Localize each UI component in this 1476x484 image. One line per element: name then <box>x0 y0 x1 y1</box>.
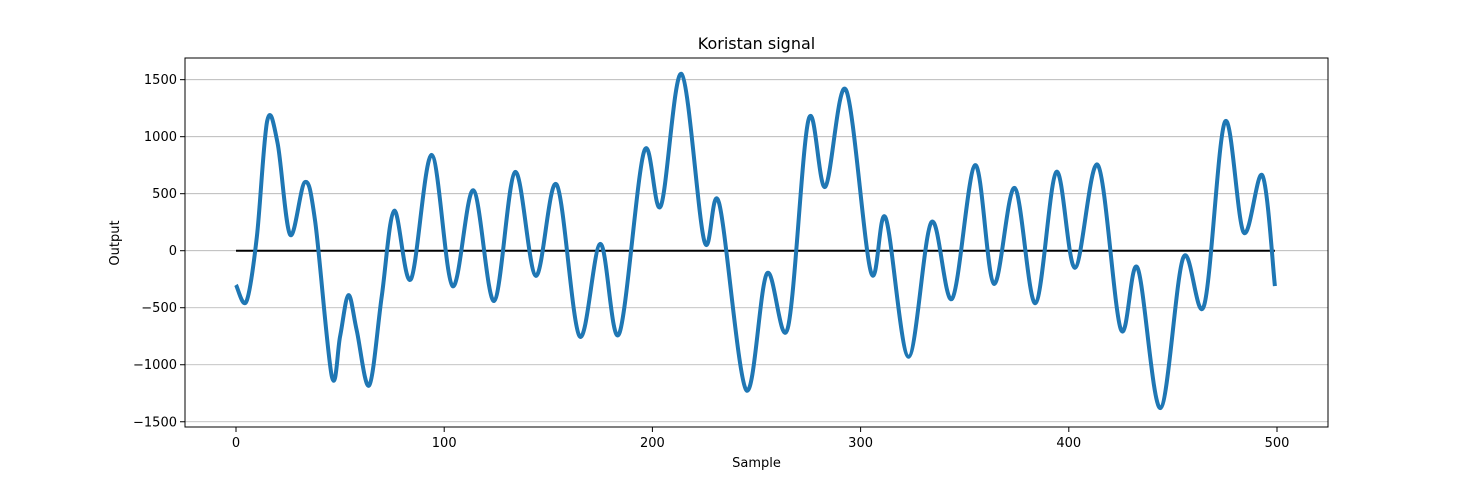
x-axis-ticks: 0 100 200 300 400 500 <box>232 427 1290 451</box>
series-group <box>234 71 1277 411</box>
chart-title: Koristan signal <box>698 34 815 53</box>
x-axis-label: Sample <box>732 456 781 471</box>
y-axis-ticks: −1500 −1000 −500 0 500 1000 1500 <box>133 73 185 430</box>
y-tick-label: −500 <box>141 301 177 316</box>
y-axis-label: Output <box>108 220 123 265</box>
x-tick-label: 400 <box>1056 436 1081 451</box>
y-tick-label: 1000 <box>144 130 177 145</box>
y-tick-label: 0 <box>169 244 177 259</box>
signal-line <box>234 71 1277 411</box>
y-tick-label: 1500 <box>144 73 177 88</box>
y-tick-label: 500 <box>152 187 177 202</box>
x-tick-label: 300 <box>848 436 873 451</box>
x-tick-label: 0 <box>232 436 240 451</box>
y-tick-label: −1500 <box>133 415 177 430</box>
x-tick-label: 200 <box>640 436 665 451</box>
x-tick-label: 100 <box>432 436 457 451</box>
x-tick-label: 500 <box>1265 436 1290 451</box>
plot-frame <box>184 57 1329 428</box>
y-tick-label: −1000 <box>133 358 177 373</box>
